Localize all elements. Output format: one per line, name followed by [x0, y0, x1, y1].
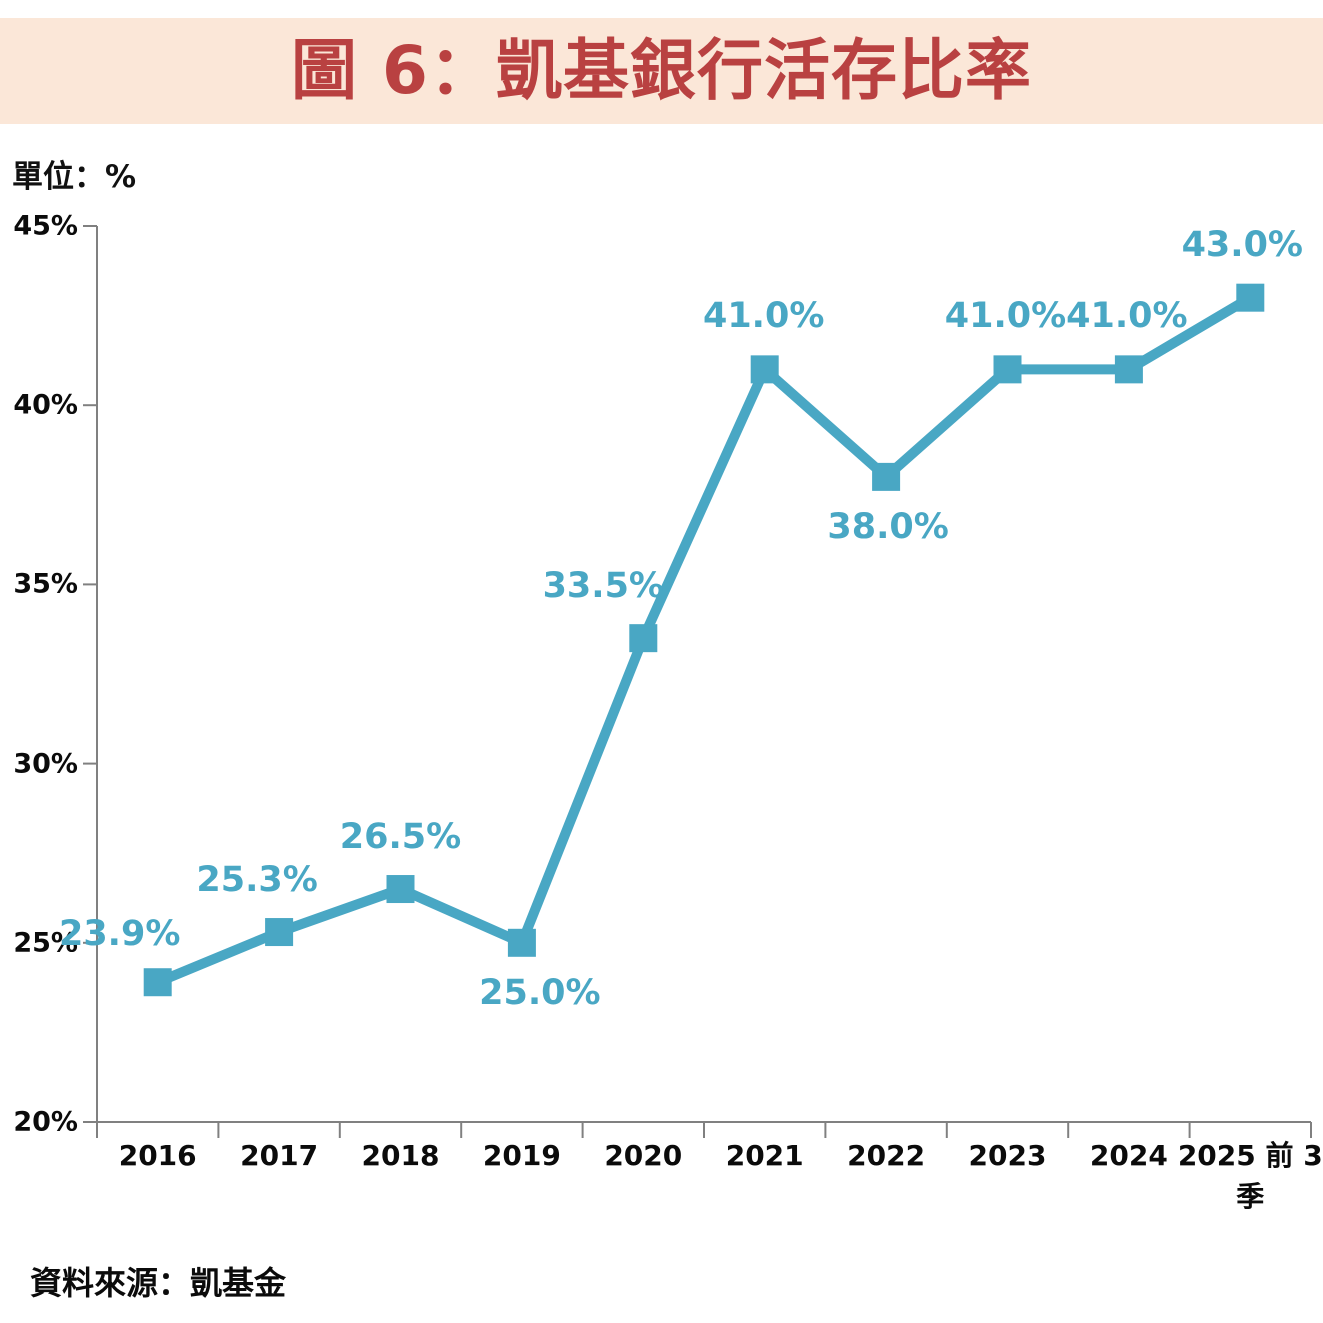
y-axis-tick-label: 35% — [13, 568, 78, 600]
data-point-marker — [629, 624, 658, 653]
y-axis-labels: 20% 25% 30% 35% 40% 45% — [0, 0, 78, 1323]
y-axis-tick-label: 30% — [13, 748, 78, 780]
page-title: 圖 6：凱基銀行活存比率 — [291, 32, 1032, 109]
unit-label: 單位：% — [12, 159, 137, 195]
x-axis-tick-label: 2016 — [118, 1139, 197, 1172]
data-point-label: 23.9% — [58, 914, 181, 955]
x-axis-tick-label: 2024 — [1089, 1139, 1168, 1172]
x-axis-tick-label: 2021 — [725, 1139, 804, 1172]
data-point-label: 26.5% — [339, 817, 462, 858]
data-point-marker — [265, 918, 294, 947]
x-axis-tick-label: 2023 — [968, 1139, 1047, 1172]
series-markers — [143, 283, 1265, 997]
y-axis-tick-label: 25% — [13, 927, 78, 959]
data-point-marker — [507, 928, 536, 957]
source-note: 資料來源：凱基金 — [30, 1264, 287, 1302]
data-point-label: 33.5% — [542, 566, 665, 607]
data-point-label: 25.3% — [196, 860, 318, 901]
data-point-marker — [143, 968, 172, 997]
data-point-marker — [750, 355, 779, 384]
data-point-label: 25.0% — [479, 972, 601, 1013]
data-point-marker — [1236, 283, 1265, 312]
series-line — [155, 293, 1253, 987]
data-point-label: 41.0% — [1066, 296, 1188, 337]
data-point-marker — [993, 355, 1022, 384]
y-axis-tick-label: 20% — [13, 1106, 78, 1138]
x-axis-tick-label: 2017 — [240, 1139, 319, 1172]
y-axis-tick-label: 45% — [13, 210, 78, 242]
data-point-label: 41.0% — [702, 296, 825, 337]
data-point-label: 43.0% — [1181, 224, 1304, 265]
title-band: 圖 6：凱基銀行活存比率 — [0, 18, 1323, 124]
data-point-label: 38.0% — [827, 506, 949, 547]
x-axis-tick-label: 2022 — [847, 1139, 926, 1172]
data-point-marker — [872, 462, 901, 491]
y-axis-tick-label: 40% — [13, 389, 78, 421]
data-point-label: 41.0% — [944, 296, 1067, 337]
data-point-marker — [386, 875, 415, 904]
x-axis-tick-label: 2018 — [361, 1139, 440, 1172]
x-axis-tick-label: 2019 — [482, 1139, 561, 1172]
data-point-marker — [1114, 355, 1143, 384]
y-tick-marks — [83, 225, 97, 1123]
x-axis-tick-label: 2020 — [604, 1139, 683, 1172]
x-tick-marks — [96, 1122, 1312, 1138]
